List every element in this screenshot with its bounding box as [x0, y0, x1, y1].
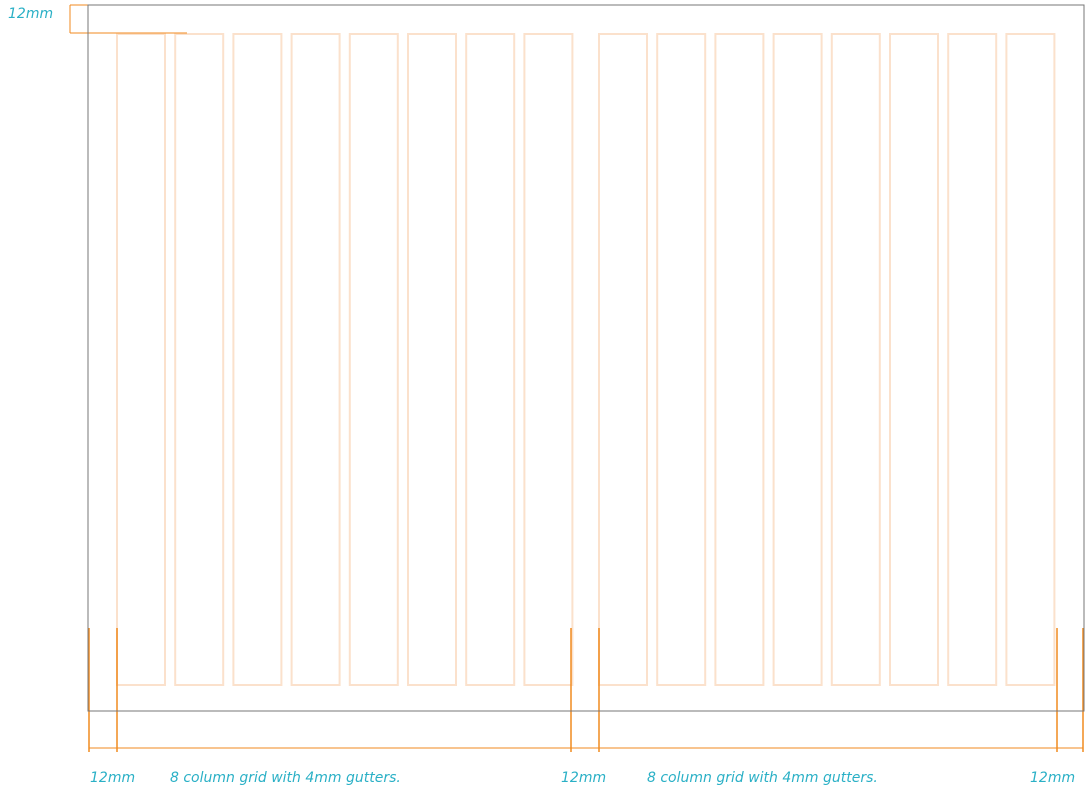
- right-margin-label: 12mm: [1030, 770, 1076, 786]
- left-page-column-6: [407, 33, 457, 686]
- right-page-column-5: [830, 33, 881, 686]
- right-page-column-1: [598, 33, 648, 686]
- left-page-column-7: [465, 33, 516, 686]
- top-margin-label: 12mm: [8, 6, 54, 22]
- left-margin-label: 12mm: [90, 770, 136, 786]
- left-page-column-8: [523, 33, 574, 686]
- right-page-column-7: [947, 33, 998, 686]
- left-page-column-3: [232, 33, 283, 686]
- dimension-lines: [69, 4, 1084, 752]
- right-page-column-4: [772, 33, 823, 686]
- right-page-column-6: [889, 33, 939, 686]
- left-page-column-1: [116, 33, 166, 686]
- right-page-column-8: [1005, 33, 1056, 686]
- right-page-column-2: [656, 33, 707, 686]
- left-page-grid-label: 8 column grid with 4mm gutters.: [170, 770, 401, 786]
- center-margin-label: 12mm: [561, 770, 607, 786]
- left-page-column-5: [348, 33, 399, 686]
- page-outline: [87, 4, 1085, 712]
- column-guides: [116, 33, 1056, 686]
- left-page-column-2: [174, 33, 225, 686]
- right-page-grid-label: 8 column grid with 4mm gutters.: [647, 770, 878, 786]
- left-page-column-4: [290, 33, 341, 686]
- right-page-column-3: [714, 33, 765, 686]
